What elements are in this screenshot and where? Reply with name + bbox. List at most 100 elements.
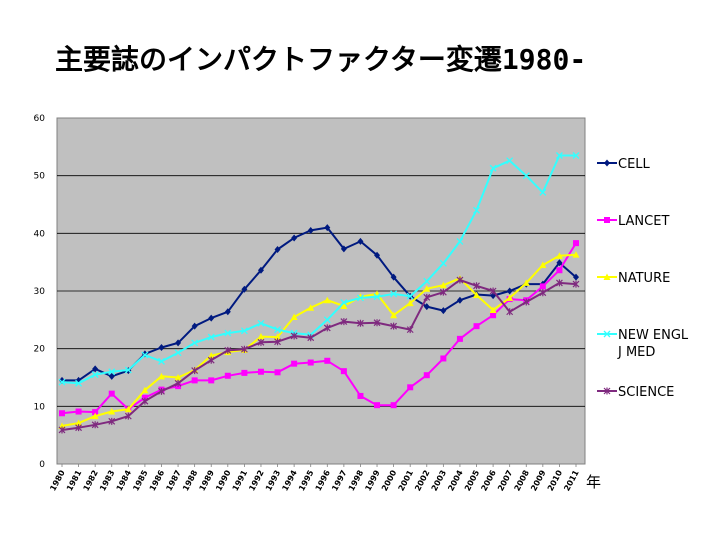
x-tick-label: 2002: [413, 469, 431, 493]
y-tick-label: 10: [34, 402, 46, 412]
data-point: [473, 282, 480, 290]
chart-title-year: 1980-: [501, 43, 587, 76]
data-point: [108, 417, 116, 425]
data-point: [573, 240, 579, 247]
data-point: [506, 294, 514, 301]
x-tick-label: 1993: [264, 469, 282, 493]
data-point: [572, 280, 580, 288]
data-point: [75, 408, 82, 415]
data-point: [240, 327, 248, 335]
y-tick-label: 60: [34, 114, 46, 124]
data-point: [257, 333, 265, 340]
data-point: [224, 329, 232, 337]
data-point: [224, 308, 231, 316]
legend-label: CELL: [618, 157, 651, 172]
legend-item-nature: NATURE: [597, 271, 670, 286]
grid: [57, 175, 585, 407]
data-point: [274, 369, 281, 376]
data-point: [323, 296, 331, 304]
data-point: [357, 237, 364, 245]
data-point: [290, 332, 298, 340]
x-tick-label: 2007: [496, 469, 514, 493]
data-point: [473, 291, 481, 299]
data-point: [207, 352, 215, 359]
data-point: [439, 281, 447, 289]
data-point: [157, 372, 165, 380]
data-point: [456, 335, 463, 342]
data-point: [291, 234, 298, 242]
data-point: [59, 410, 65, 417]
data-point: [274, 333, 282, 341]
data-point: [373, 319, 381, 327]
data-point: [257, 319, 265, 327]
series-line-nature: [61, 253, 577, 427]
data-point: [108, 368, 116, 376]
data-point: [323, 316, 331, 324]
data-point: [456, 276, 464, 284]
legend-label: NATURE: [618, 271, 670, 286]
data-point: [340, 302, 348, 309]
data-point: [439, 288, 447, 296]
data-point: [307, 226, 314, 234]
data-point: [340, 368, 347, 375]
data-point: [522, 172, 530, 180]
y-axis-ticks: 0 10 20 30 40 50 60: [34, 114, 46, 470]
data-point: [75, 424, 83, 432]
data-point: [58, 378, 66, 386]
x-tick-label: 1987: [164, 469, 182, 493]
data-point: [374, 402, 381, 409]
data-point: [158, 387, 165, 395]
data-point: [390, 322, 398, 330]
data-point: [58, 426, 66, 434]
data-point: [406, 299, 414, 307]
data-point: [257, 368, 264, 375]
data-point: [324, 224, 331, 232]
data-point: [274, 245, 281, 253]
legend: CELL LANCET NATURE NEW ENGL J MED SCIENCE: [597, 157, 689, 400]
series-science: [58, 276, 580, 434]
data-point: [158, 344, 165, 352]
data-point: [175, 339, 182, 347]
data-point: [191, 322, 198, 330]
x-tick-label: 1983: [98, 469, 116, 493]
data-point: [75, 379, 83, 387]
data-point: [191, 377, 198, 384]
data-point: [274, 326, 282, 334]
data-point: [604, 159, 610, 167]
data-point: [489, 287, 497, 295]
data-point: [539, 283, 546, 290]
data-point: [340, 245, 347, 253]
data-point: [340, 318, 348, 326]
data-point: [390, 290, 398, 298]
data-point: [572, 251, 580, 258]
chart-title-main: 主要誌のインパクトファクター変遷: [55, 43, 502, 76]
data-point: [307, 359, 314, 366]
data-point: [141, 351, 149, 359]
x-tick-label: 2003: [430, 469, 448, 493]
data-point: [603, 273, 611, 280]
data-point: [141, 386, 149, 394]
data-point: [158, 357, 165, 365]
legend-item-new-engl-j-med: NEW ENGL J MED: [597, 328, 689, 360]
data-point: [208, 377, 215, 384]
data-point: [539, 289, 547, 297]
data-point: [407, 384, 414, 391]
legend-item-science: SCIENCE: [597, 385, 674, 400]
data-point: [572, 152, 580, 159]
data-point: [556, 267, 563, 274]
x-tick-label: 1982: [82, 469, 100, 493]
data-point: [357, 392, 364, 399]
data-point: [224, 372, 231, 379]
y-tick-label: 40: [34, 229, 46, 239]
data-point: [58, 422, 66, 429]
data-point: [274, 338, 281, 346]
legend-item-cell: CELL: [597, 157, 651, 172]
data-point: [603, 330, 611, 338]
series-line-science: [61, 279, 577, 431]
data-point: [473, 323, 480, 330]
data-point: [522, 279, 530, 286]
legend-item-lancet: LANCET: [597, 214, 669, 229]
data-point: [91, 412, 99, 420]
data-point: [291, 360, 298, 367]
